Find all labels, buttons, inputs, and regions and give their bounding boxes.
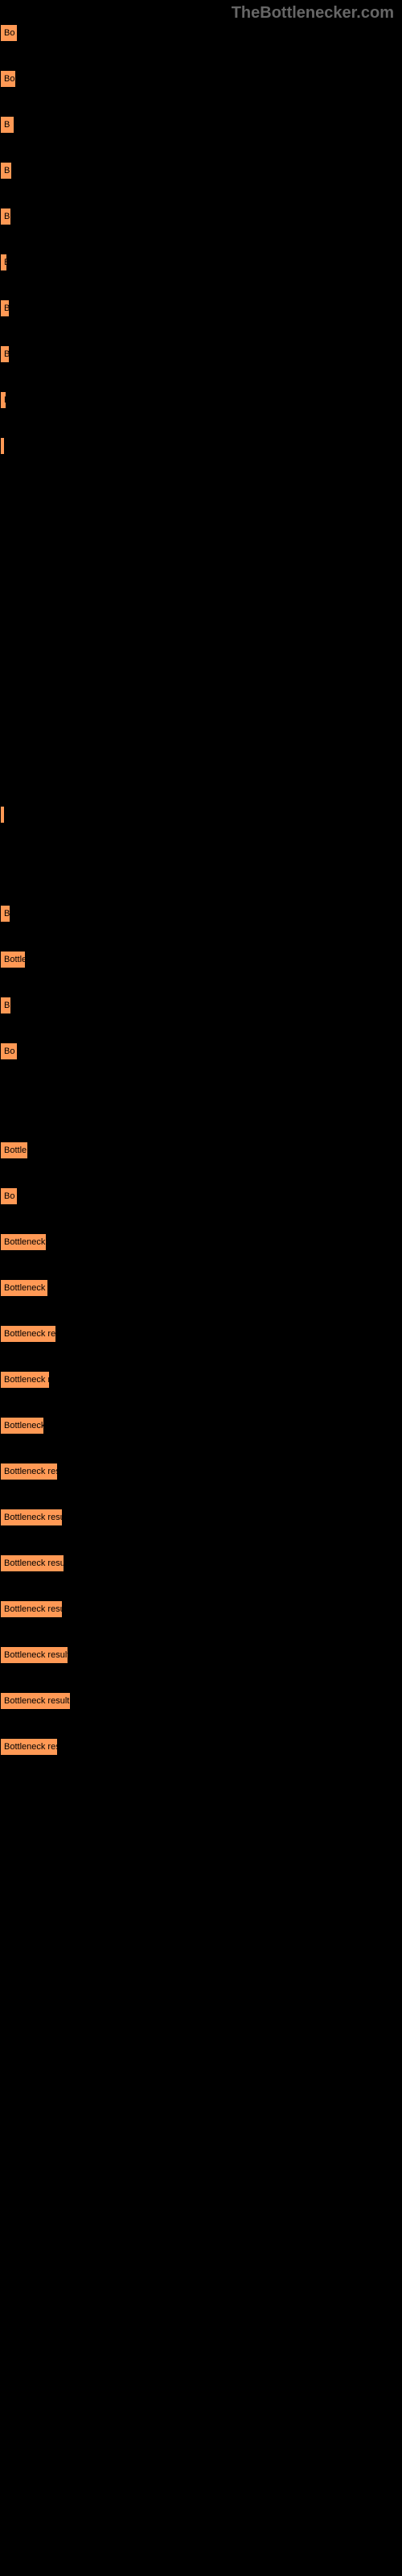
bar (0, 437, 5, 455)
bar-label: Bottleneck result (4, 1650, 68, 1660)
bar: B (0, 905, 10, 923)
bar-label: B (4, 303, 10, 313)
bar: B (0, 208, 11, 225)
bar-label: B (4, 166, 10, 175)
bar: B (0, 254, 7, 271)
bar: Bo (0, 1042, 18, 1060)
bar-row: B (0, 391, 402, 409)
bar-row: B (0, 208, 402, 225)
bar: Bottleneck (0, 1233, 47, 1251)
bar-label: Bottle (4, 955, 26, 964)
watermark-text: TheBottlenecker.com (232, 4, 394, 23)
bar-row (0, 483, 402, 484)
bar: B (0, 345, 10, 363)
bar-row: Bo (0, 70, 402, 88)
bar: Bottleneck res (0, 1738, 58, 1756)
bar-row: Bottleneck r (0, 1279, 402, 1297)
bar-row: Bo (0, 24, 402, 42)
bar-label: Bottle (4, 1146, 27, 1155)
bar-label: Bo (4, 74, 14, 84)
bar-row (0, 806, 402, 824)
bar: Bottleneck res (0, 1325, 56, 1343)
bar-label: B (4, 212, 10, 221)
bar-row: B (0, 116, 402, 134)
bar: B (0, 299, 10, 317)
bar-label: Bo (4, 28, 14, 38)
bar-row: Bottleneck result (0, 1692, 402, 1710)
bar: Bottle (0, 951, 26, 968)
bar: B (0, 116, 14, 134)
bar-label: Bottleneck r (4, 1283, 48, 1293)
bar-row: Bottle (0, 951, 402, 968)
bar-label: Bottleneck (4, 1421, 44, 1430)
bar-row: B (0, 905, 402, 923)
bar-row: B (0, 345, 402, 363)
bar-row: B (0, 299, 402, 317)
bar-row: Bottleneck resu (0, 1509, 402, 1526)
bar-row: B (0, 254, 402, 271)
bar-label: Bottleneck r (4, 1375, 50, 1385)
bar-row: Bottleneck res (0, 1738, 402, 1756)
bar-label: Bottleneck resu (4, 1513, 63, 1522)
bar-row: B (0, 162, 402, 180)
bar-label: B (4, 909, 10, 919)
bar-label: Bo (4, 1046, 14, 1056)
bar-row: Bottleneck res (0, 1463, 402, 1480)
bar-label: Bottleneck result (4, 1696, 69, 1706)
bar-label: Bottleneck res (4, 1329, 56, 1339)
bar: Bottleneck resu (0, 1509, 63, 1526)
bar-row: Bottleneck res (0, 1325, 402, 1343)
bar-row: Bottleneck (0, 1233, 402, 1251)
bar: Bottleneck r (0, 1371, 50, 1389)
bar: B (0, 997, 11, 1014)
bar: Bottleneck resu (0, 1600, 63, 1618)
bar (0, 806, 5, 824)
bar-row (0, 1088, 402, 1089)
bar-row: Bottleneck resu (0, 1554, 402, 1572)
bar-label: B (4, 258, 7, 267)
bar: Bo (0, 70, 16, 88)
bar-chart: Bo Bo B B B B B B B B Bottle B Bo Bottle Bo Bottleneck B… (0, 0, 402, 1756)
bar-label: Bottleneck resu (4, 1604, 63, 1614)
bar-label: Bottleneck (4, 1237, 45, 1247)
bar: Bo (0, 1187, 18, 1205)
bar: Bo (0, 24, 18, 42)
bar-row: Bo (0, 1042, 402, 1060)
bar: Bottle (0, 1141, 28, 1159)
bar: Bottleneck r (0, 1279, 48, 1297)
bar-row: Bottleneck (0, 1417, 402, 1435)
bar-label: Bottleneck resu (4, 1558, 64, 1568)
bar-row: Bottle (0, 1141, 402, 1159)
bar-label: Bo (4, 1191, 14, 1201)
bar-row: Bottleneck resu (0, 1600, 402, 1618)
bar: Bottleneck result (0, 1692, 71, 1710)
bar-row (0, 437, 402, 455)
bar-label: Bottleneck res (4, 1467, 58, 1476)
bar: Bottleneck (0, 1417, 44, 1435)
bar-row: Bottleneck r (0, 1371, 402, 1389)
bar-label: Bottleneck res (4, 1742, 58, 1752)
bar-row: B (0, 997, 402, 1014)
bar: Bottleneck resu (0, 1554, 64, 1572)
bar-row: Bottleneck result (0, 1646, 402, 1664)
bar: B (0, 162, 12, 180)
bar-label: B (4, 349, 10, 359)
bar-row: Bo (0, 1187, 402, 1205)
bar-label: B (4, 395, 6, 405)
bar-label: B (4, 120, 10, 130)
bar: Bottleneck result (0, 1646, 68, 1664)
bar: Bottleneck res (0, 1463, 58, 1480)
bar-label: B (4, 1001, 10, 1010)
bar: B (0, 391, 6, 409)
